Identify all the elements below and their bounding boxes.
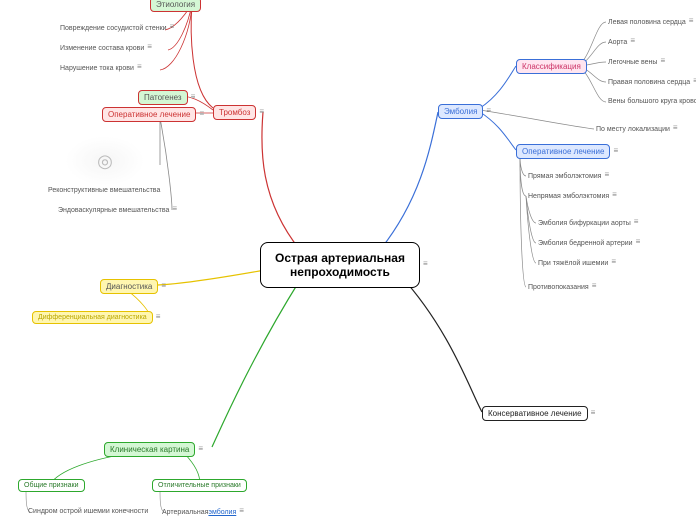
- menu-icon[interactable]: [673, 125, 681, 133]
- distinctive-label: Отличительные признаки: [152, 479, 247, 492]
- endovascular-node[interactable]: Эндоваскулярные вмешательства: [58, 206, 183, 214]
- emb-operative-node[interactable]: Оперативное лечение: [516, 144, 624, 159]
- embolism-label: Эмболия: [438, 104, 483, 119]
- emb-operative-label: Оперативное лечение: [516, 144, 610, 159]
- menu-icon[interactable]: [660, 58, 668, 66]
- thrombosis-node[interactable]: Тромбоз: [213, 105, 270, 120]
- class-item-4[interactable]: Вены большого круга кровообращения: [608, 98, 696, 105]
- throm-operative-label: Оперативное лечение: [102, 107, 196, 122]
- class-item-0[interactable]: Левая половина сердца: [608, 18, 696, 26]
- distinctive-node[interactable]: Отличительные признаки: [152, 479, 247, 492]
- embolism-node[interactable]: Эмболия: [438, 104, 497, 119]
- camera-icon: ◎: [97, 151, 113, 172]
- class-item-1[interactable]: Аорта: [608, 38, 641, 46]
- menu-icon[interactable]: [613, 148, 621, 156]
- menu-icon[interactable]: [170, 24, 178, 32]
- menu-icon[interactable]: [604, 172, 612, 180]
- menu-icon[interactable]: [611, 259, 619, 267]
- image-placeholder: ◎: [65, 136, 145, 186]
- classification-node[interactable]: Классификация: [516, 59, 587, 74]
- menu-icon[interactable]: [689, 18, 696, 26]
- menu-icon[interactable]: [137, 64, 145, 72]
- etio-item-2[interactable]: Нарушение тока крови: [60, 64, 148, 72]
- menu-icon[interactable]: [161, 283, 169, 291]
- thrombosis-label: Тромбоз: [213, 105, 256, 120]
- recon-caption[interactable]: Реконструктивные вмешательства: [48, 187, 160, 194]
- diff-label: Дифференциальная диагностика: [32, 311, 153, 324]
- menu-icon[interactable]: [191, 94, 199, 102]
- menu-icon[interactable]: [172, 206, 180, 214]
- menu-icon[interactable]: [486, 108, 494, 116]
- general-item-0[interactable]: Синдром острой ишемии конечности: [28, 508, 148, 515]
- root-node[interactable]: Острая артериальная непроходимость: [260, 242, 434, 288]
- menu-icon[interactable]: [198, 446, 206, 454]
- class-item-3[interactable]: Правая половина сердца: [608, 78, 696, 86]
- menu-icon[interactable]: [592, 283, 600, 291]
- clinical-label: Клиническая картина: [104, 442, 195, 457]
- menu-icon[interactable]: [591, 410, 599, 418]
- distinctive-item-0[interactable]: Артериальная эмболия: [162, 508, 250, 516]
- clinical-node[interactable]: Клиническая картина: [104, 442, 209, 457]
- menu-icon[interactable]: [147, 44, 155, 52]
- menu-icon[interactable]: [612, 192, 620, 200]
- classification-label: Классификация: [516, 59, 587, 74]
- menu-icon[interactable]: [423, 261, 431, 269]
- op-item-1[interactable]: Непрямая эмболэктомия: [528, 192, 623, 200]
- etio-item-1[interactable]: Изменение состава крови: [60, 44, 158, 52]
- mindmap-canvas: Острая артериальная непроходимость Тромб…: [0, 0, 696, 520]
- menu-icon[interactable]: [636, 239, 644, 247]
- embolism-link[interactable]: эмболия: [208, 509, 236, 516]
- general-node[interactable]: Общие признаки: [18, 479, 85, 492]
- menu-icon[interactable]: [259, 109, 267, 117]
- menu-icon[interactable]: [199, 111, 207, 119]
- op-item-4[interactable]: При тяжёлой ишемии: [538, 259, 622, 267]
- menu-icon[interactable]: [239, 508, 247, 516]
- general-label: Общие признаки: [18, 479, 85, 492]
- diagnostics-label: Диагностика: [100, 279, 158, 294]
- class-item-2[interactable]: Легочные вены: [608, 58, 671, 66]
- diagnostics-node[interactable]: Диагностика: [100, 279, 172, 294]
- throm-operative-node[interactable]: Оперативное лечение: [102, 107, 210, 122]
- by-location-node[interactable]: По месту локализации: [596, 125, 684, 133]
- op-item-2[interactable]: Эмболия бифуркации аорты: [538, 219, 645, 227]
- op-item-3[interactable]: Эмболия бедренной артерии: [538, 239, 647, 247]
- op-item-0[interactable]: Прямая эмболэктомия: [528, 172, 615, 180]
- etio-item-0[interactable]: Повреждение сосудистой стенки: [60, 24, 181, 32]
- menu-icon[interactable]: [156, 314, 164, 322]
- menu-icon[interactable]: [634, 219, 642, 227]
- contra-node[interactable]: Противопоказания: [528, 283, 603, 291]
- root-label: Острая артериальная непроходимость: [260, 242, 420, 288]
- etiology-label: Этиология: [150, 0, 201, 12]
- pathogenesis-label: Патогенез: [138, 90, 188, 105]
- pathogenesis-node[interactable]: Патогенез: [138, 90, 202, 105]
- conservative-label: Консервативное лечение: [482, 406, 588, 421]
- conservative-node[interactable]: Консервативное лечение: [482, 406, 602, 421]
- diff-diagnostics-node[interactable]: Дифференциальная диагностика: [32, 311, 167, 324]
- etiology-node[interactable]: Этиология: [150, 0, 201, 12]
- menu-icon[interactable]: [630, 38, 638, 46]
